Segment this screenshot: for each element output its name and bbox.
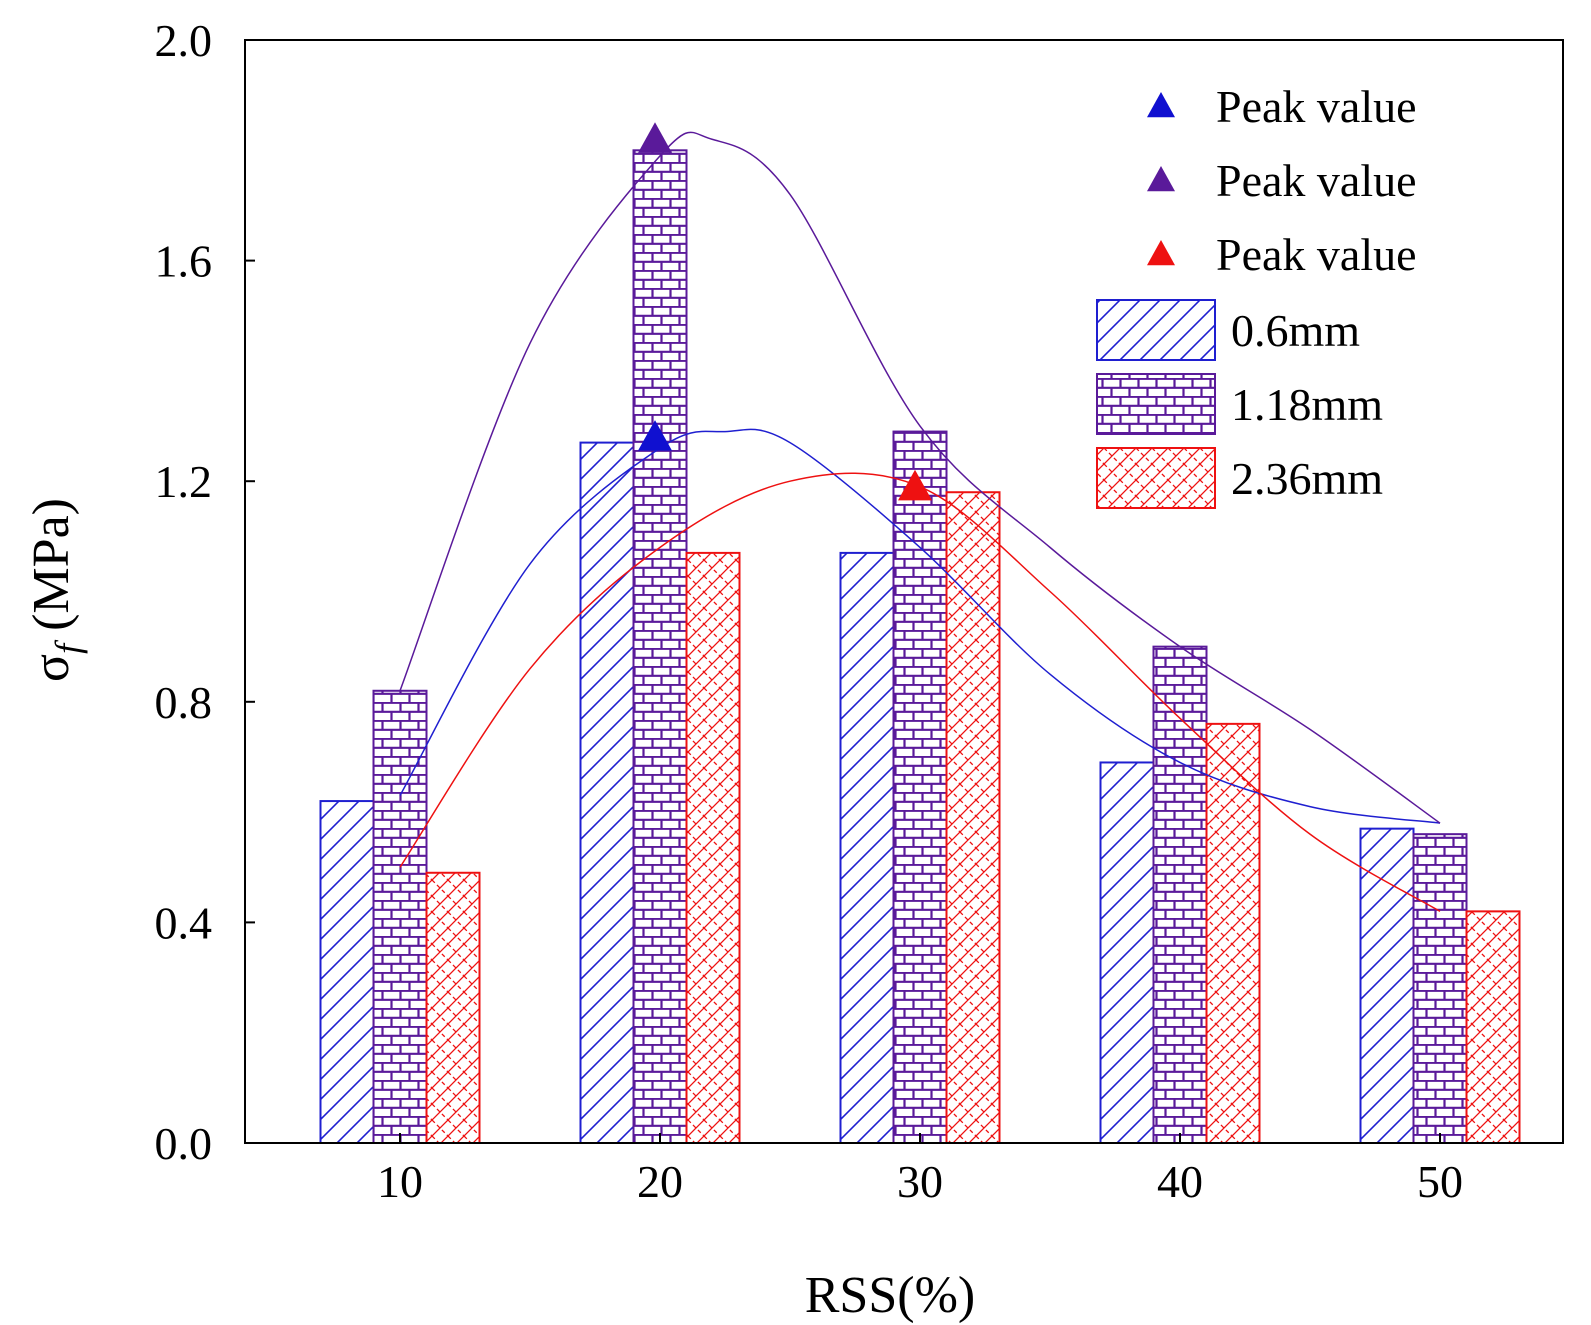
bar-0.6mm-10 [319,800,375,1144]
bar-1.18mm-20 [632,149,688,1145]
bar-2.36mm-50 [1465,910,1521,1144]
y-tick-label: 1.6 [155,236,213,287]
bar-2.36mm-40 [1205,722,1261,1144]
bar-1.18mm-10 [372,689,428,1145]
x-axis: 10 20 30 40 50 [377,1133,1463,1207]
y-axis: 0.0 0.4 0.8 1.2 1.6 2.0 [155,15,255,1169]
bar-0.6mm-40 [1099,761,1155,1145]
bar-2.36mm-10 [425,871,481,1144]
x-tick-label: 40 [1157,1156,1203,1207]
bar-1.18mm-50 [1412,833,1468,1144]
legend-peak-marker [1147,240,1175,266]
peak-marker-1.18mm [638,122,672,153]
y-axis-symbol: σ [23,654,80,682]
legend-peak-marker [1147,92,1175,118]
x-tick-label: 10 [377,1156,423,1207]
bar-0.6mm-30 [839,551,895,1144]
fit-curve-0.6mm [399,428,1441,824]
bar-1.18mm-40 [1152,645,1208,1145]
legend-label-2.36mm: 2.36mm [1231,453,1383,504]
bar-0.6mm-20 [579,441,635,1145]
fit-curve-1.18mm [399,131,1441,824]
legend-peak-marker [1147,166,1175,192]
bar-2.36mm-20 [685,551,741,1144]
y-tick-label: 1.2 [155,456,213,507]
y-tick-label: 0.8 [155,677,213,728]
y-axis-title: σf (MPa) [23,498,88,682]
legend-peak-label: Peak value [1216,81,1417,132]
peak-marker-2.36mm [898,469,932,501]
y-tick-label: 2.0 [155,15,213,66]
bar-0.6mm-50 [1359,827,1415,1145]
x-tick-label: 50 [1417,1156,1463,1207]
x-axis-title: RSS(%) [805,1267,975,1324]
y-axis-unit: (MPa) [23,498,80,644]
legend-peak-label: Peak value [1216,155,1417,206]
bars [319,149,1521,1145]
legend-label-1.18mm: 1.18mm [1231,379,1383,430]
legend-swatch-0.6mm [1096,299,1216,361]
peak-marker-0.6mm [638,420,672,451]
x-tick-label: 20 [637,1156,683,1207]
bar-1.18mm-30 [892,430,948,1144]
plot-frame [244,39,1564,1144]
y-tick-label: 0.0 [155,1118,213,1169]
peak-markers [638,122,932,501]
legend: Peak value Peak value Peak value 0.6mm 1.18m… [1096,81,1417,509]
x-tick-label: 30 [897,1156,943,1207]
y-tick-label: 0.4 [155,897,213,948]
bar-2.36mm-30 [945,491,1001,1145]
legend-peak-label: Peak value [1216,229,1417,280]
legend-label-0.6mm: 0.6mm [1231,305,1360,356]
legend-swatch-1.18mm [1096,373,1216,435]
legend-swatch-2.36mm [1096,447,1216,509]
